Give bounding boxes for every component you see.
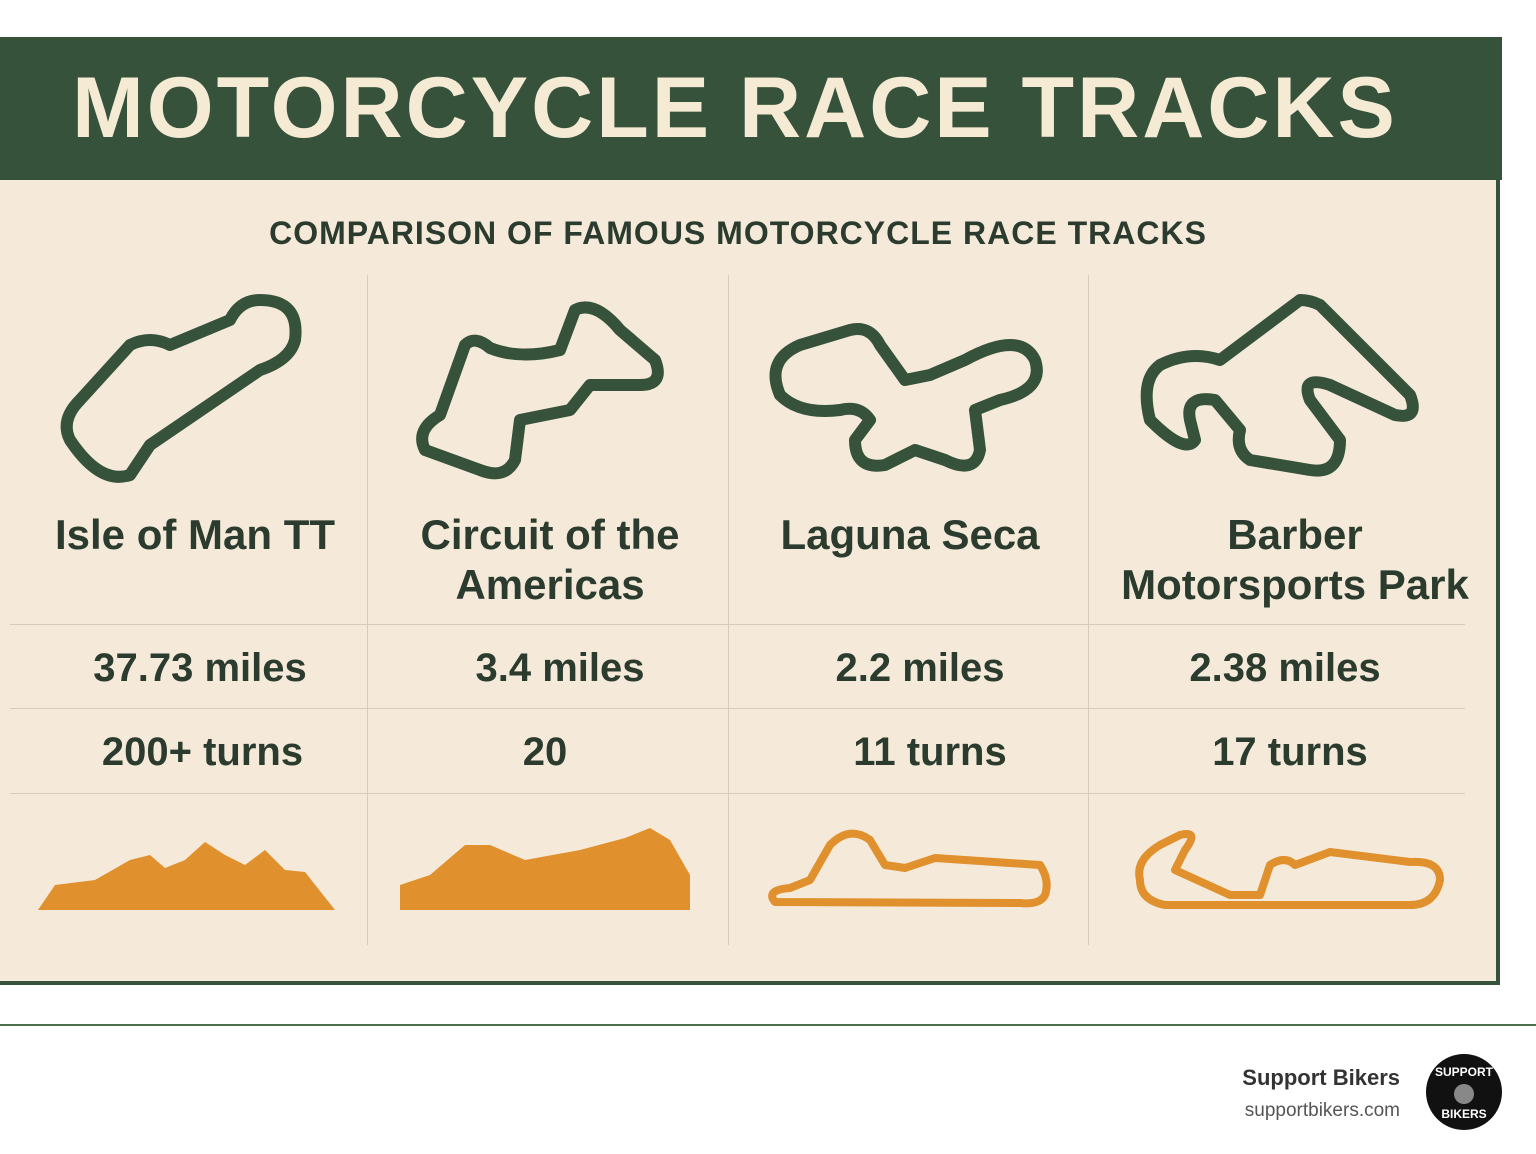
track-name: Barber Motorsports Park <box>1121 511 1469 608</box>
header-band <box>0 37 1502 180</box>
brand-name: Support Bikers <box>1242 1065 1400 1090</box>
elevation-shape <box>400 828 690 910</box>
subtitle: COMPARISON OF FAMOUS MOTORCYCLE RACE TRA… <box>269 215 1207 251</box>
logo: SUPPORT BIKERS <box>1426 1054 1502 1130</box>
logo-text: SUPPORT <box>1435 1065 1494 1079</box>
track-name: Laguna Seca <box>780 511 1040 558</box>
track-length: 3.4 miles <box>475 646 645 690</box>
track-outline <box>1135 830 1444 909</box>
track-turns: 11 turns <box>853 730 1007 774</box>
track-outline <box>416 301 664 480</box>
logo-text: BIKERS <box>1441 1107 1486 1121</box>
track-turns: 17 turns <box>1212 730 1368 774</box>
divider <box>728 275 729 945</box>
track-length: 2.2 miles <box>835 646 1005 690</box>
track-turns: 20 <box>522 730 568 774</box>
divider <box>10 793 1465 794</box>
title: MOTORCYCLE RACE TRACKS <box>72 60 1398 156</box>
divider <box>1088 275 1089 945</box>
track-length: 37.73 miles <box>93 646 307 690</box>
track-length: 2.38 miles <box>1189 646 1381 690</box>
footer-rule <box>0 1024 1536 1026</box>
track-name: Circuit of the Americas <box>420 511 680 608</box>
track-outline <box>60 294 302 483</box>
track-name: Isle of Man TT <box>54 511 335 558</box>
track-outline <box>768 829 1051 908</box>
divider <box>10 708 1465 709</box>
divider <box>10 624 1465 625</box>
track-shapes <box>38 294 1444 910</box>
track-turns: 200+ turns <box>101 730 304 774</box>
panel <box>0 180 1500 985</box>
logo-emblem <box>1454 1084 1474 1104</box>
divider <box>367 275 368 945</box>
elevation-shape <box>38 842 335 910</box>
track-outline <box>1140 294 1419 477</box>
brand-url[interactable]: supportbikers.com <box>1244 1100 1400 1121</box>
track-outline <box>769 323 1043 472</box>
